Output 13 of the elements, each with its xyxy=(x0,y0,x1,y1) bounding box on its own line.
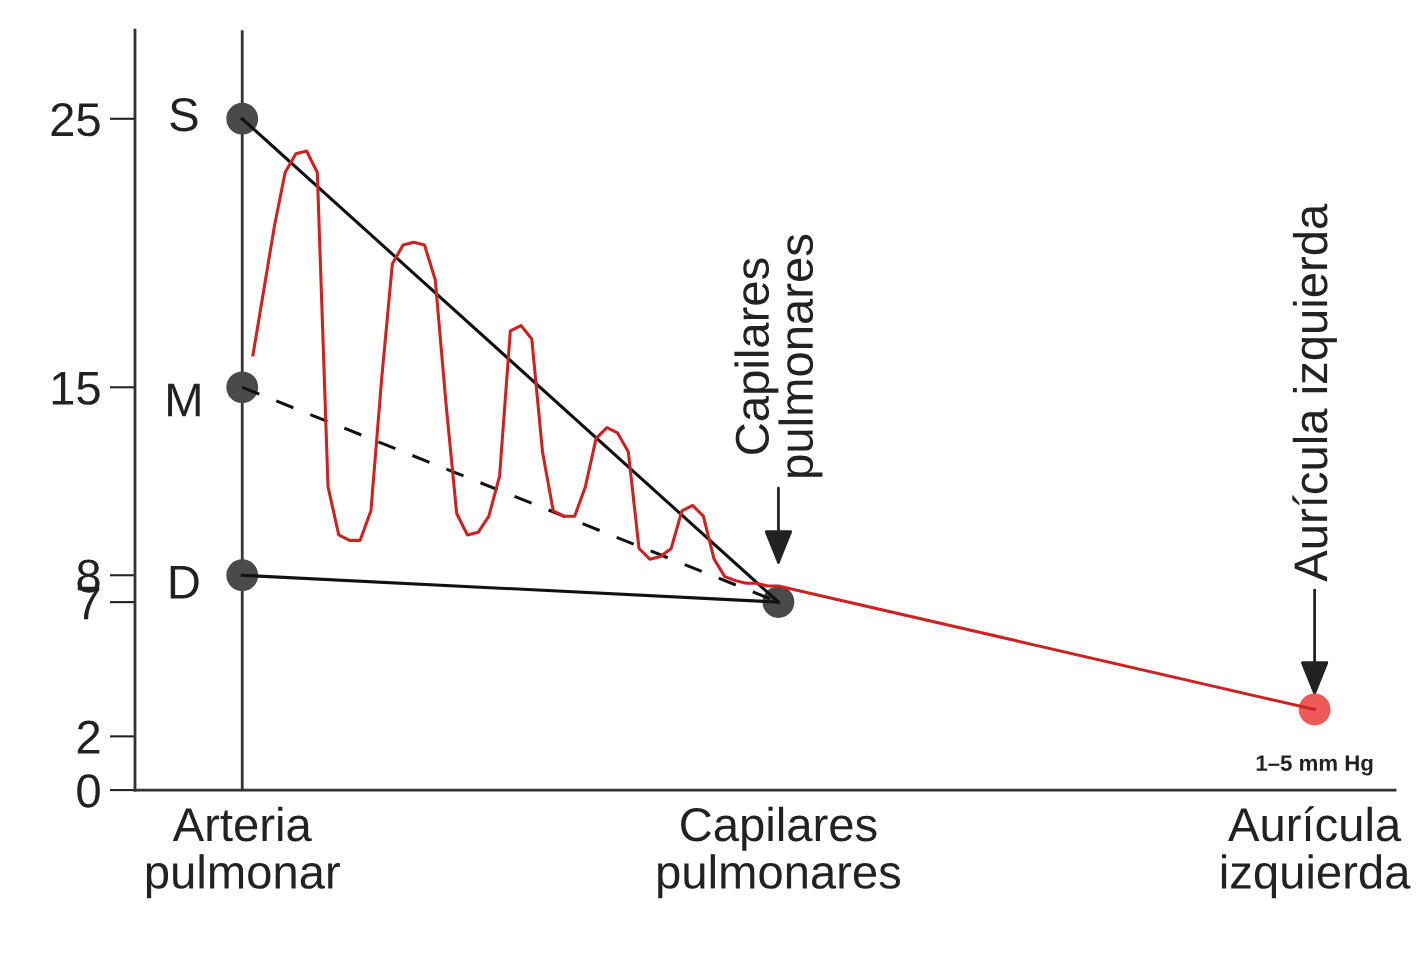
y-tick-label: 2 xyxy=(77,720,100,754)
annotation: S xyxy=(170,98,198,132)
annotation: M xyxy=(168,383,200,417)
annotation: D xyxy=(170,566,199,599)
y-tick-label: 0 xyxy=(77,774,100,808)
annotation: Aurícula izquierda xyxy=(1292,203,1337,582)
x-tick-label: Arteria pulmonar xyxy=(146,806,340,899)
annotation: Capilares pulmonares xyxy=(734,234,823,477)
y-tick-label: 25 xyxy=(51,102,100,137)
annotation: 1–5 mm Hg xyxy=(1256,755,1373,776)
x-tick-label: Capilares pulmonares xyxy=(658,806,901,899)
x-tick-label: Aurícula izquierda xyxy=(1221,806,1411,899)
y-tick-label: 15 xyxy=(52,371,100,405)
